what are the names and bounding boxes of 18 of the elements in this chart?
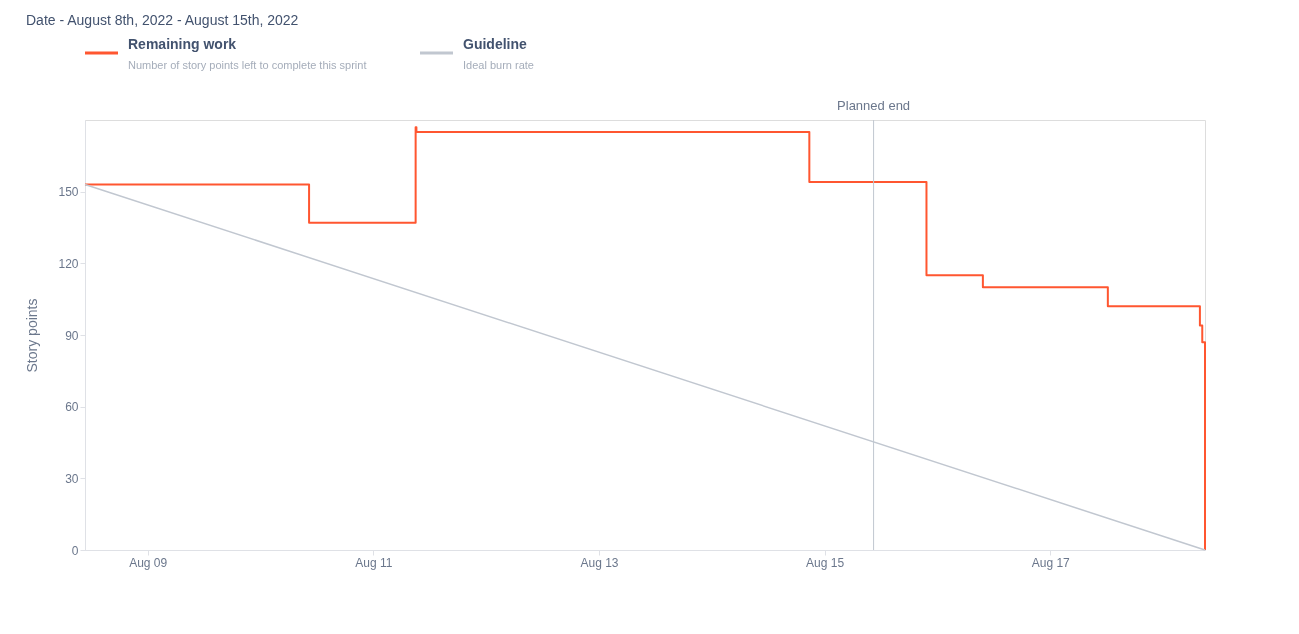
y-tick-label: 150: [58, 185, 79, 200]
ref-line-label: Planned end: [837, 98, 911, 113]
x-tick-label: Aug 11: [355, 555, 393, 570]
x-tick-label: Aug 13: [580, 555, 619, 570]
y-tick-label: 90: [65, 328, 79, 343]
text: Ideal burn rate: [463, 59, 534, 71]
chart-title: Date - August 8th, 2022 - August 15th, 2022: [25, 12, 299, 28]
legend-label: Remaining work: [128, 36, 237, 52]
x-tick-label: Aug 17: [1031, 555, 1071, 570]
y-axis-title: Story points: [24, 298, 41, 373]
y-tick-label: 0: [71, 543, 79, 558]
legend-label: Guideline: [463, 36, 527, 52]
text: Number of story points left to complete this sprint: [128, 59, 367, 71]
x-tick-label: Aug 09: [129, 555, 168, 570]
y-tick-label: 30: [65, 471, 79, 486]
x-tick-label: Aug 15: [806, 555, 845, 570]
y-tick-label: 60: [65, 400, 79, 415]
y-tick-label: 120: [58, 256, 79, 271]
